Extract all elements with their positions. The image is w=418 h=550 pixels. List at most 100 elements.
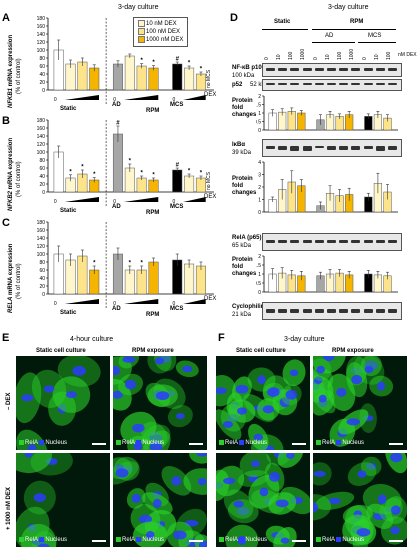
cell-nucleus [122, 356, 136, 363]
blot-band [278, 146, 288, 150]
bar [136, 177, 147, 193]
cell-nucleus [314, 376, 323, 384]
bar [112, 63, 123, 91]
cell-nucleus [289, 369, 299, 377]
blot-rpm-line [312, 29, 396, 30]
micrograph-legend: RelA Nucleus [116, 536, 165, 544]
y-tick-label: 1 [258, 111, 261, 117]
ylabel-c-gene: RELA [8, 296, 14, 313]
e-col-rpm: RPM exposure [132, 348, 174, 354]
blot-band [388, 68, 397, 71]
cell-nucleus [65, 391, 77, 399]
y-tick-label: 160 [37, 24, 46, 30]
y-tick-label: 2 [258, 94, 261, 100]
blot-band [314, 68, 324, 71]
group-static-b: Static [60, 208, 77, 214]
bar [195, 73, 206, 91]
blot-band [290, 309, 300, 313]
legend-label-100: 100 nM DEX [146, 29, 181, 36]
row-label-minus-dex: – DEX [6, 392, 12, 410]
legend-item-100: 100 nM DEX [138, 28, 183, 36]
blot-band [327, 83, 336, 85]
significance-mark: # [116, 121, 120, 127]
rela-swatch [116, 536, 121, 542]
micrograph-legend: RelA Nucleus [19, 439, 67, 447]
conc-9: 10 [374, 54, 380, 60]
cell-nucleus [149, 442, 163, 450]
cell-nucleus [390, 526, 400, 535]
cell-nucleus [155, 391, 170, 400]
significance-mark: * [140, 171, 143, 177]
chart-ikba-fold: 0 1 2 3 4 [258, 160, 398, 216]
f-title: 3-day culture [284, 336, 325, 343]
blot-row-p52-name: p52 [232, 82, 243, 88]
significance-mark: # [176, 163, 180, 169]
blot-band [302, 309, 312, 313]
y-tick-label: 100 [37, 48, 46, 54]
micrograph-e-rpm-minus: RelA Nucleus [113, 356, 207, 450]
chart-p100-fold: 0 0.5 1 1.5 2 [256, 94, 398, 134]
blot-band [290, 83, 300, 85]
dex-label-b: DEX [204, 194, 217, 200]
dex-label-c: DEX [204, 296, 217, 302]
panel-label-a: A [2, 12, 10, 24]
rela-swatch [219, 536, 224, 542]
f-col-rpm: RPM exposure [332, 348, 374, 354]
micrograph-f-rpm-minus: RelA Nucleus [313, 356, 407, 450]
scale-bar [189, 540, 203, 542]
micrograph-f-rpm-plus: RelA Nucleus [313, 453, 407, 547]
significance-mark: * [140, 261, 143, 267]
cell-nucleus [236, 407, 247, 415]
cell-nucleus [176, 412, 185, 420]
blot-band [388, 146, 397, 150]
cell-nucleus [182, 365, 193, 373]
cell-nucleus [328, 497, 341, 505]
micrograph-f-static-plus: RelA Nucleus [216, 453, 310, 547]
panel-label-c: C [2, 217, 10, 229]
rela-swatch [316, 439, 321, 445]
nucleus-text: Nucleus [142, 537, 165, 543]
panel-label-f: F [218, 332, 225, 344]
blot-p52 [262, 79, 402, 91]
micrograph-image [216, 356, 310, 450]
blot-band [363, 240, 373, 243]
blot-row-rela-kda: 65 kDa [232, 243, 252, 249]
legend-label-10: 10 nM DEX [146, 21, 177, 28]
zero-label: 0 [173, 97, 176, 103]
nucleus-text: Nucleus [245, 537, 268, 543]
y-tick-label: 80 [39, 56, 45, 62]
nucleus-swatch [336, 536, 342, 542]
blot-row-p52-kda: 52 kDa [250, 82, 270, 88]
zero-label: 0 [54, 199, 57, 205]
cell-nucleus [275, 499, 289, 508]
nucleus-swatch [136, 439, 142, 445]
panel-label-e: E [2, 332, 10, 344]
blot-row-cyclo-name: Cyclophilin B [232, 304, 271, 310]
zero-label: 0 [113, 199, 116, 205]
significance-mark: * [93, 261, 96, 267]
y-tick-label: 40 [39, 72, 45, 78]
blot-title: 3-day culture [328, 4, 369, 11]
y-tick-label: 60 [39, 166, 45, 172]
dex-wedge [183, 299, 206, 304]
blot-p100 [262, 63, 402, 77]
blot-band [314, 309, 324, 313]
blot-band [363, 309, 373, 313]
blot-mcs: MCS [368, 33, 382, 39]
significance-mark: * [93, 172, 96, 178]
significance-mark: * [200, 67, 203, 73]
blot-row-cyclo-kda: 21 kDa [232, 312, 252, 318]
blot-band [339, 83, 349, 85]
cell-nucleus [346, 418, 361, 426]
legend-swatch-1000 [138, 36, 145, 44]
y-tick-label: 100 [37, 252, 46, 258]
blot-band [327, 68, 336, 71]
row-label-plus-dex: + 1000 nM DEX [6, 487, 12, 530]
cell-nucleus [391, 505, 401, 515]
bar [172, 169, 183, 193]
ylabel-b: NFKB2 mRNA expression [8, 138, 15, 211]
panel-label-b: B [2, 115, 10, 127]
y-tick-label: 160 [37, 228, 46, 234]
no-mcs-b: no MCS [206, 171, 212, 190]
scale-bar [92, 540, 106, 542]
